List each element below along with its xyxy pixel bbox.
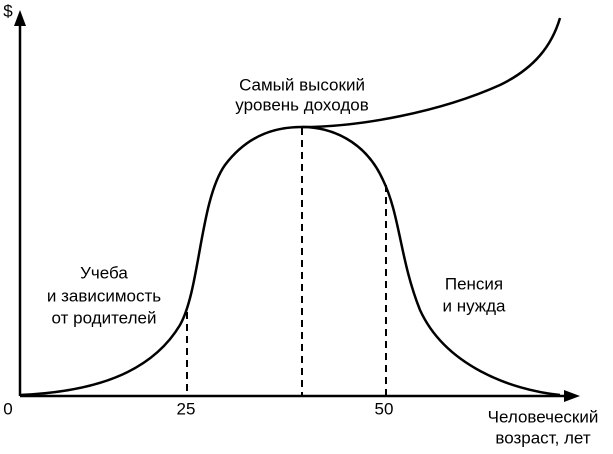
- x-arrow: [564, 390, 580, 402]
- income-curve: [19, 125, 561, 397]
- annotation: уровень доходов: [235, 95, 368, 114]
- tick-label: 25: [177, 399, 196, 418]
- annotation: и нужда: [442, 296, 506, 315]
- annotation: Учеба: [80, 263, 128, 282]
- y-label: $: [3, 1, 13, 20]
- annotation: от родителей: [52, 308, 157, 327]
- tick-label: 50: [375, 399, 394, 418]
- tick-label: 0: [3, 399, 12, 418]
- x-label: Человеческий: [488, 407, 599, 426]
- y-arrow: [14, 10, 26, 26]
- x-label: возраст, лет: [495, 428, 590, 447]
- annotation: Самый высокий: [239, 75, 365, 94]
- high-income-curve: [301, 17, 562, 129]
- annotation: и зависимость: [47, 286, 161, 305]
- annotation: Пенсия: [445, 274, 503, 293]
